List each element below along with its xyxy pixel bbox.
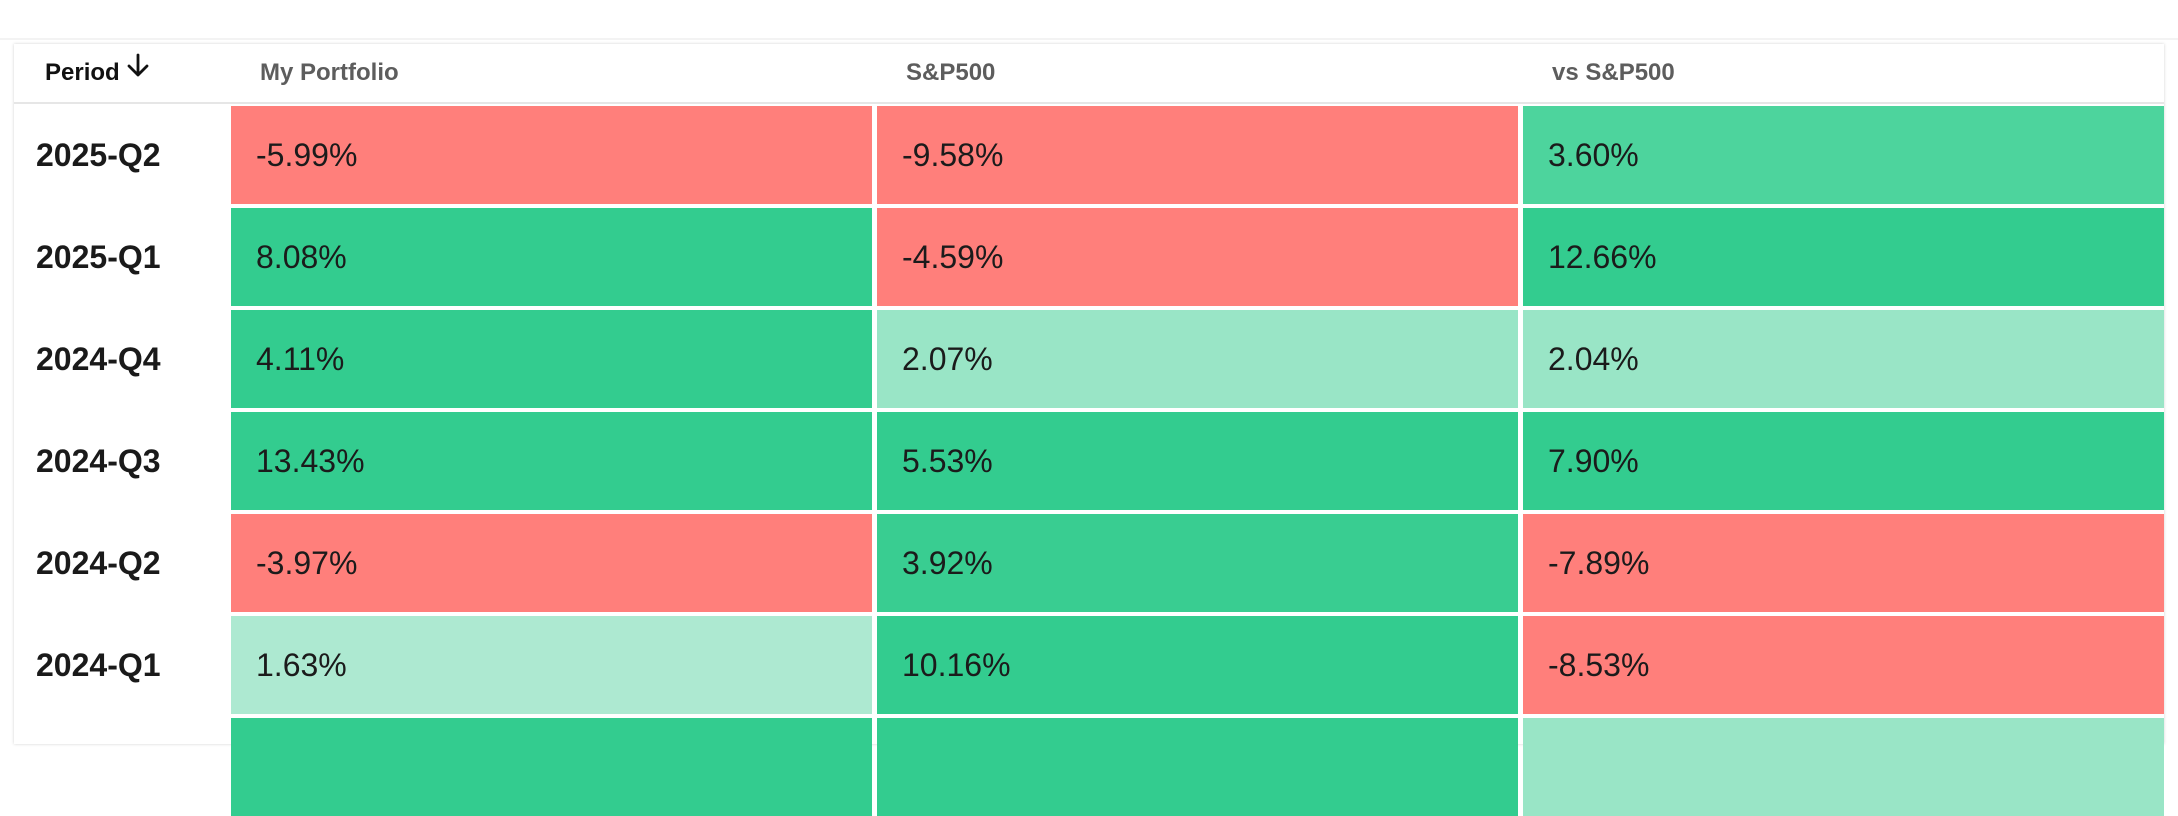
period-label: 2024-Q4 [36,341,161,377]
period-label: 2024-Q3 [36,443,161,479]
table-row: 2024-Q1 1.63% 10.16% -8.53% [14,616,2164,714]
period-header-label: Period [45,59,120,86]
sp500-return-cell [877,718,1518,816]
vs-sp500-cell: 2.04% [1523,310,2164,408]
vs-sp500-cell: -8.53% [1523,616,2164,714]
sort-descending-icon[interactable] [126,43,150,101]
sp500-return-cell: -9.58% [877,106,1518,204]
portfolio-return-cell: 1.63% [231,616,872,714]
portfolio-return-cell: 4.11% [231,310,872,408]
sp500-column-header[interactable]: S&P500 [906,59,996,86]
portfolio-return-cell: -3.97% [231,514,872,612]
period-label: 2024-Q2 [36,545,161,581]
vs-sp500-cell: 3.60% [1523,106,2164,204]
table-row: 2024-Q2 -3.97% 3.92% -7.89% [14,514,2164,612]
sp500-return-cell: 5.53% [877,412,1518,510]
top-divider [0,38,2178,40]
table-row: 2025-Q1 8.08% -4.59% 12.66% [14,208,2164,306]
table-row [14,718,2164,816]
period-label: 2024-Q1 [36,647,161,683]
portfolio-return-cell: -5.99% [231,106,872,204]
returns-table: Period My Portfolio S&P500 vs S&P500 202… [14,44,2164,816]
period-label: 2025-Q1 [36,239,161,275]
sp500-return-cell: 3.92% [877,514,1518,612]
vs-sp500-cell: -7.89% [1523,514,2164,612]
sp500-return-cell: 10.16% [877,616,1518,714]
table-header: Period My Portfolio S&P500 vs S&P500 [14,44,2164,104]
vs-sp500-column-header[interactable]: vs S&P500 [1552,59,1675,86]
vs-sp500-cell [1523,718,2164,816]
table-row: 2024-Q4 4.11% 2.07% 2.04% [14,310,2164,408]
portfolio-column-header[interactable]: My Portfolio [260,59,399,86]
portfolio-return-cell: 13.43% [231,412,872,510]
sp500-return-cell: 2.07% [877,310,1518,408]
sp500-return-cell: -4.59% [877,208,1518,306]
table-row: 2024-Q3 13.43% 5.53% 7.90% [14,412,2164,510]
table-row: 2025-Q2 -5.99% -9.58% 3.60% [14,106,2164,204]
vs-sp500-cell: 12.66% [1523,208,2164,306]
period-label: 2025-Q2 [36,137,161,173]
portfolio-return-cell: 8.08% [231,208,872,306]
period-column-header[interactable]: Period [45,44,150,102]
portfolio-return-cell [231,718,872,816]
vs-sp500-cell: 7.90% [1523,412,2164,510]
